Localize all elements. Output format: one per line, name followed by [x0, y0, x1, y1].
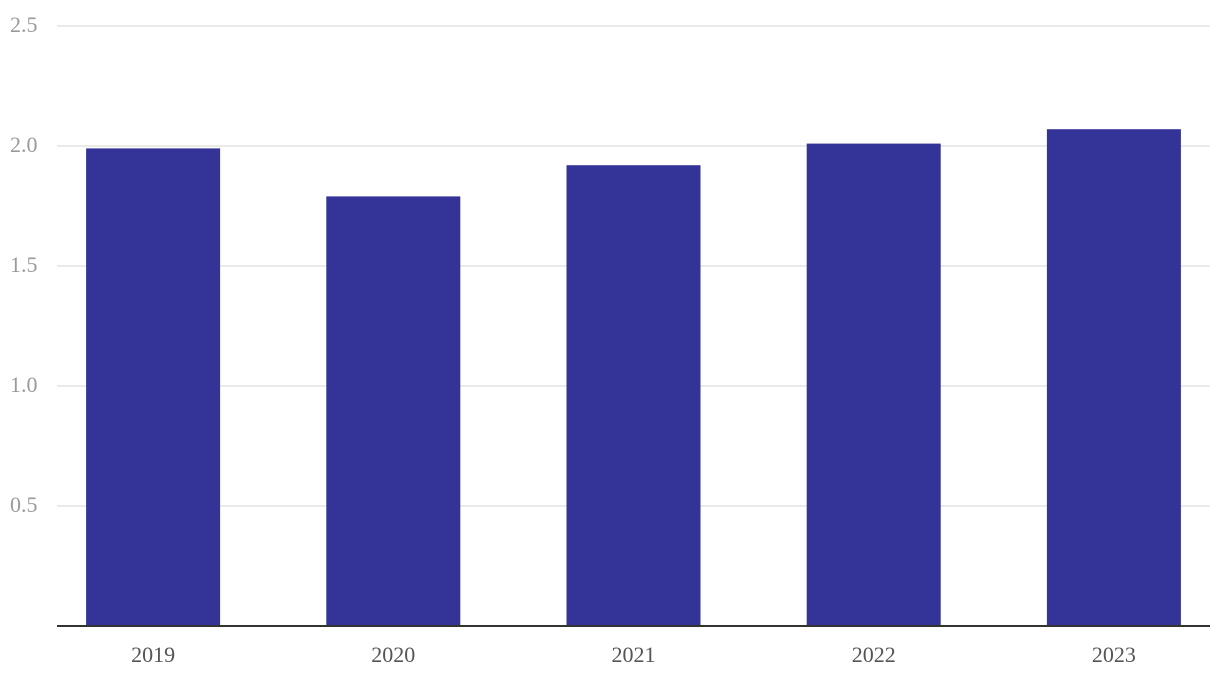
y-tick-label: 2.5 [10, 12, 38, 37]
x-tick-label: 2022 [852, 642, 896, 667]
y-tick-label: 2.0 [10, 132, 38, 157]
x-tick-label: 2023 [1092, 642, 1136, 667]
x-tick-label: 2019 [131, 642, 175, 667]
y-tick-label: 1.5 [10, 252, 38, 277]
y-tick-label: 1.0 [10, 372, 38, 397]
y-tick-label: 0.5 [10, 492, 38, 517]
x-tick-label: 2021 [612, 642, 656, 667]
bar [806, 143, 941, 626]
bar [86, 148, 221, 626]
x-tick-label: 2020 [371, 642, 415, 667]
bar [566, 165, 701, 626]
bar [1046, 129, 1181, 626]
bar [326, 196, 461, 626]
